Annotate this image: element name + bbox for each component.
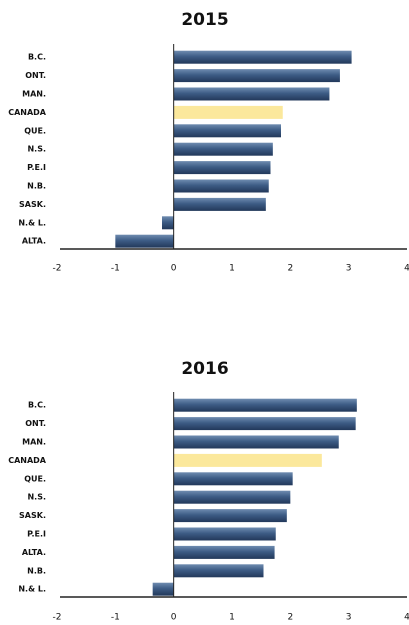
category-label: B.C. — [28, 53, 46, 62]
bar — [173, 417, 356, 431]
category-label: MAN. — [22, 90, 46, 99]
x-tick-label: 3 — [346, 613, 352, 623]
category-label: N.& L. — [18, 218, 46, 227]
category-label: ALTA. — [22, 548, 46, 557]
bar — [173, 472, 293, 486]
category-label: CANADA — [8, 456, 47, 465]
category-label: N.S. — [27, 493, 46, 502]
bar — [173, 545, 275, 559]
category-label: B.C. — [28, 401, 46, 410]
bar — [115, 234, 174, 248]
bar — [173, 197, 266, 211]
category-label: ONT. — [25, 71, 46, 80]
bar — [173, 453, 322, 467]
bar — [173, 124, 281, 138]
x-tick-label: -1 — [111, 613, 120, 623]
x-tick-label: -2 — [53, 613, 62, 623]
x-tick-label: 4 — [404, 264, 409, 274]
x-tick-label: 2 — [287, 264, 293, 274]
bar — [152, 582, 174, 596]
bar — [173, 105, 283, 119]
bar — [173, 50, 352, 64]
bar — [173, 179, 269, 193]
category-label: ONT. — [25, 419, 46, 428]
bar — [173, 509, 287, 523]
x-tick-label: 0 — [171, 613, 177, 623]
x-tick-label: 1 — [229, 613, 235, 623]
bar — [173, 564, 264, 578]
category-label: N.& L. — [18, 585, 46, 594]
category-label: N.S. — [27, 145, 46, 154]
bar — [173, 435, 339, 449]
x-tick-label: 1 — [229, 264, 235, 274]
category-label: P.E.I — [27, 530, 46, 539]
category-label: N.B. — [27, 566, 46, 575]
x-tick-label: 3 — [346, 264, 352, 274]
category-label: ALTA. — [22, 237, 46, 246]
chart-title: 2015 — [181, 10, 228, 30]
x-tick-label: -1 — [111, 264, 120, 274]
x-tick-label: 0 — [171, 264, 177, 274]
bar — [173, 398, 357, 412]
bar — [162, 216, 174, 230]
bar — [173, 142, 273, 156]
x-tick-label: 4 — [404, 613, 409, 623]
bar — [173, 161, 271, 175]
category-label: MAN. — [22, 438, 46, 447]
category-label: QUE. — [24, 474, 46, 483]
bar — [173, 69, 340, 83]
category-label: P.E.I — [27, 163, 46, 172]
category-label: SASK. — [19, 511, 46, 520]
chart-title: 2016 — [181, 359, 228, 379]
category-label: SASK. — [19, 200, 46, 209]
x-tick-label: -2 — [53, 264, 62, 274]
category-label: CANADA — [8, 108, 47, 117]
bar — [173, 490, 291, 504]
bar — [173, 87, 330, 101]
category-label: N.B. — [27, 182, 46, 191]
bar — [173, 527, 276, 541]
category-label: QUE. — [24, 126, 46, 135]
x-tick-label: 2 — [287, 613, 293, 623]
